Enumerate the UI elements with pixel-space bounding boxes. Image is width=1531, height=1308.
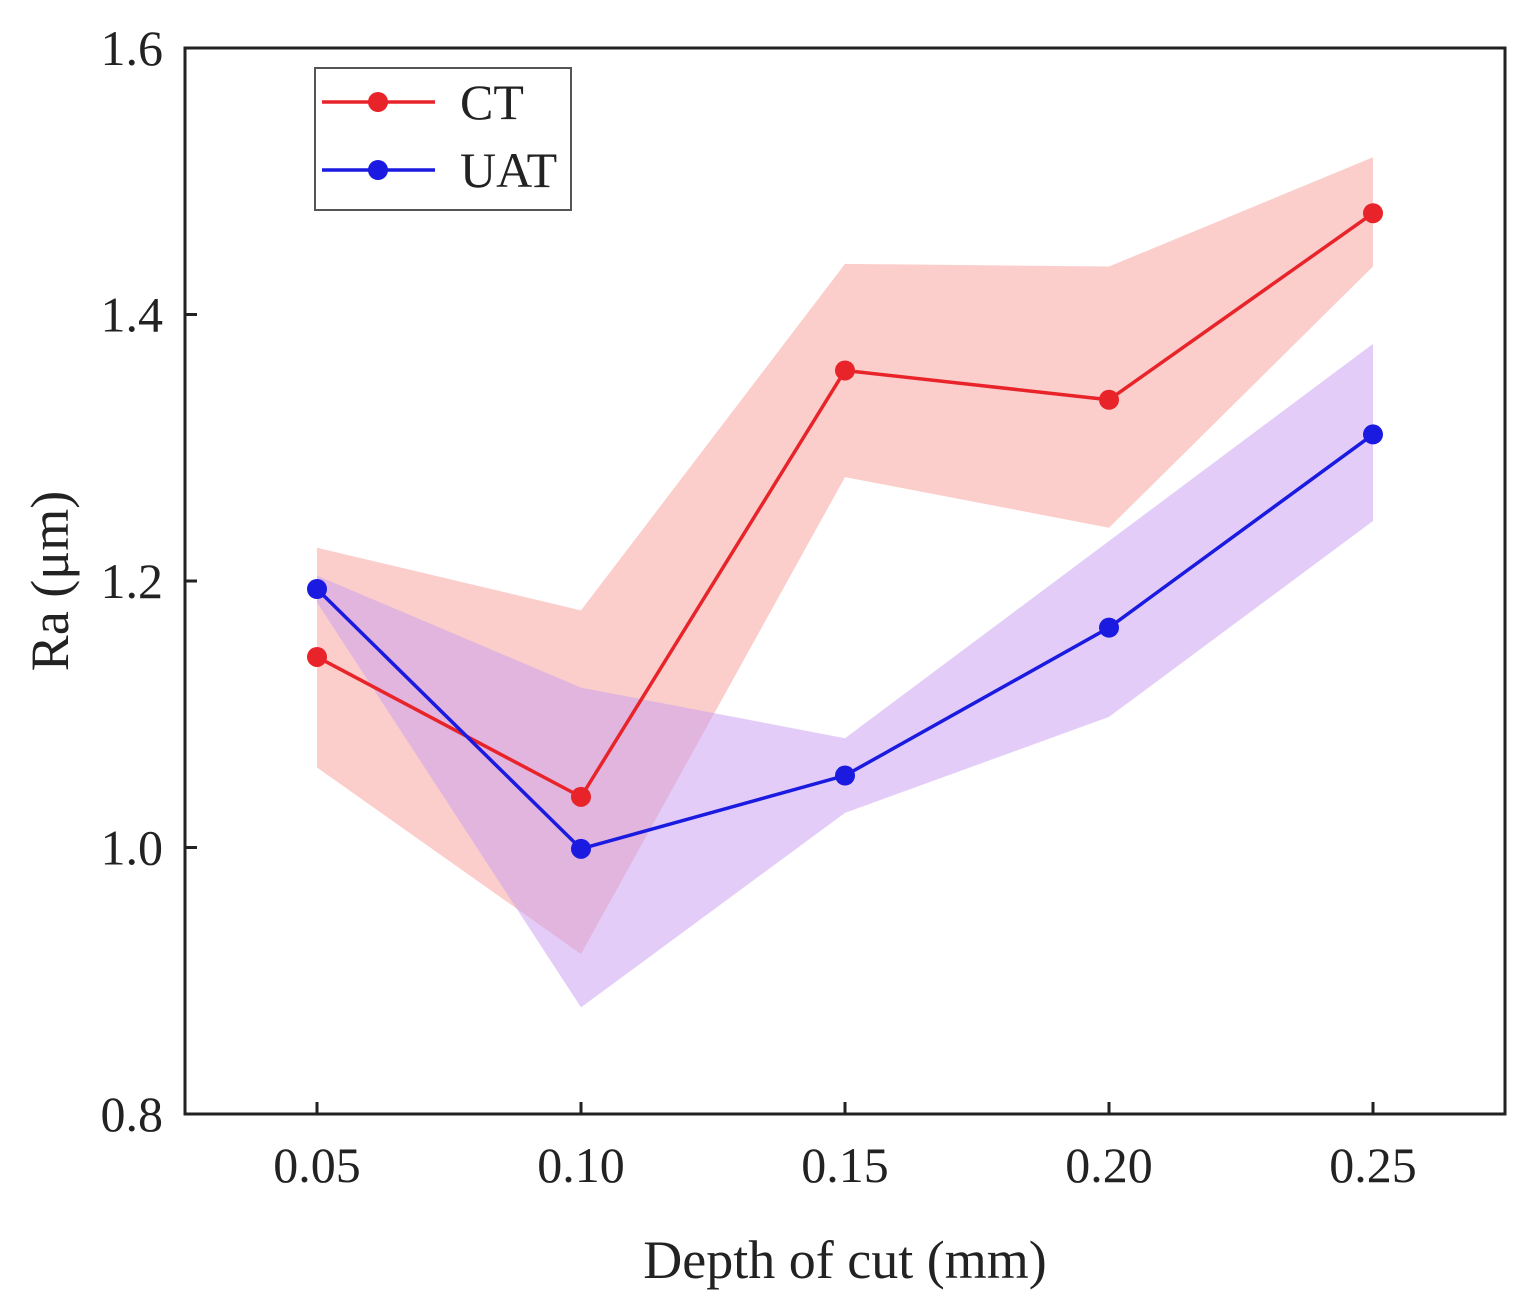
point-uat-3 [835, 765, 855, 786]
y-axis-title: Ra (μm) [20, 491, 80, 671]
y-tick-label: 1.6 [101, 20, 164, 76]
x-axis-title: Depth of cut (mm) [643, 1230, 1046, 1290]
legend-label-uat: UAT [460, 142, 557, 198]
legend-marker-ct [368, 92, 388, 112]
x-tick-label: 0.05 [273, 1137, 361, 1193]
point-uat-2 [571, 838, 591, 859]
error-bands [317, 157, 1373, 1008]
point-ct-1 [307, 646, 327, 667]
legend-box [314, 67, 572, 211]
x-tick-label: 0.25 [1329, 1137, 1417, 1193]
tick-labels: 0.05 0.10 0.15 0.20 0.25 0.8 1.0 1.2 1.4 1.6 [101, 20, 1417, 1193]
data-points [307, 203, 1383, 859]
axis-ticks [185, 46, 1375, 1116]
y-tick-label: 1.4 [101, 287, 164, 343]
point-ct-4 [1099, 389, 1119, 410]
point-ct-5 [1363, 203, 1383, 224]
point-uat-4 [1099, 617, 1119, 638]
y-tick-label: 1.0 [101, 820, 164, 876]
x-tick-label: 0.20 [1065, 1137, 1153, 1193]
legend-marker-uat [368, 160, 388, 180]
x-tick-label: 0.15 [801, 1137, 889, 1193]
y-tick-label: 0.8 [101, 1086, 164, 1142]
point-ct-2 [571, 786, 591, 807]
point-uat-1 [307, 578, 327, 599]
x-tick-label: 0.10 [537, 1137, 625, 1193]
y-tick-label: 1.2 [101, 553, 164, 609]
point-ct-3 [835, 360, 855, 381]
point-uat-5 [1363, 424, 1383, 445]
legend: CT UAT [314, 67, 572, 211]
legend-label-ct: CT [460, 74, 524, 130]
